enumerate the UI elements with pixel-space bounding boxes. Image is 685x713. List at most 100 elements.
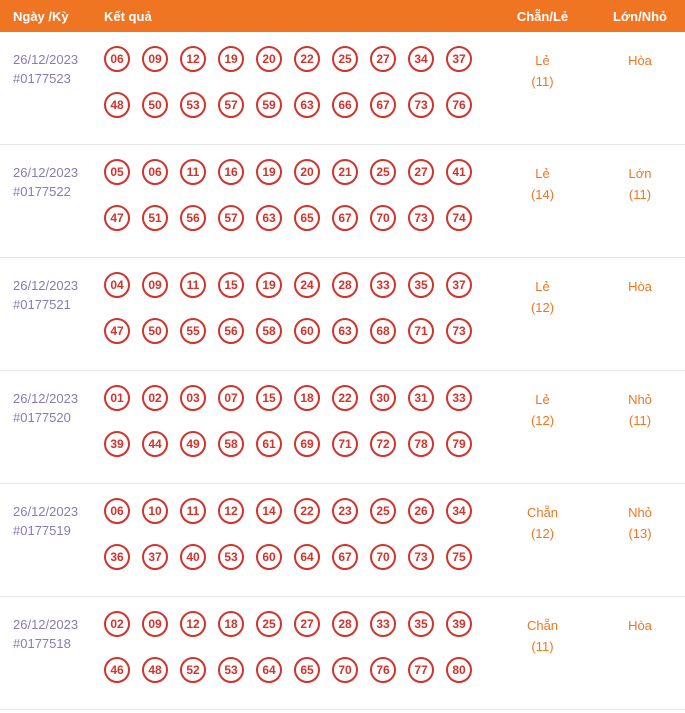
number-line: 02 09 12 18 25 27 28 33 35 39 <box>104 611 490 637</box>
even-odd-value: Lẻ (12) <box>490 385 595 473</box>
header-date-column: Ngày /Kỳ <box>13 8 69 24</box>
even-odd-value: Chẵn (12) <box>490 498 595 586</box>
number-ball: 18 <box>294 385 320 411</box>
even-odd-count: (11) <box>531 639 554 654</box>
number-ball: 37 <box>142 544 168 570</box>
number-ball: 58 <box>218 431 244 457</box>
number-ball: 63 <box>332 318 358 344</box>
number-ball: 40 <box>180 544 206 570</box>
number-line: 47 51 56 57 63 65 67 70 73 74 <box>104 205 490 231</box>
number-ball: 48 <box>104 92 130 118</box>
even-odd-label: Lẻ <box>535 166 550 181</box>
number-ball: 50 <box>142 92 168 118</box>
number-ball: 31 <box>408 385 434 411</box>
header-even-odd-column: Chẵn/Lẻ <box>516 8 569 24</box>
number-ball: 47 <box>104 205 130 231</box>
draw-date-period: 26/12/2023 #0177522 <box>0 159 90 247</box>
number-line: 01 02 03 07 15 18 22 30 31 33 <box>104 385 490 411</box>
number-ball: 44 <box>142 431 168 457</box>
number-ball: 04 <box>104 272 130 298</box>
results-rows: 26/12/2023 #0177523 06 09 12 19 20 22 25 27 34 37 48… <box>0 32 685 710</box>
draw-id: #0177523 <box>13 71 71 86</box>
number-ball: 37 <box>446 272 472 298</box>
number-ball: 50 <box>142 318 168 344</box>
even-odd-label: Lẻ <box>535 279 550 294</box>
number-ball: 60 <box>256 544 282 570</box>
number-line: 06 09 12 19 20 22 25 27 34 37 <box>104 46 490 72</box>
big-small-label: Nhỏ <box>628 505 652 520</box>
draw-date: 26/12/2023 <box>13 165 79 180</box>
result-row: 26/12/2023 #0177518 02 09 12 18 25 27 28 33 35 39 46… <box>0 597 685 710</box>
number-ball: 14 <box>256 498 282 524</box>
number-ball: 06 <box>104 46 130 72</box>
even-odd-count: (12) <box>530 526 555 541</box>
draw-date-period: 26/12/2023 #0177519 <box>0 498 90 586</box>
number-ball: 19 <box>218 46 244 72</box>
number-ball: 41 <box>446 159 472 185</box>
number-ball: 33 <box>370 272 396 298</box>
number-ball: 30 <box>370 385 396 411</box>
result-numbers: 05 06 11 16 19 20 21 25 27 41 47 51 56 57 63 65 67 70 73 74 <box>90 159 490 247</box>
draw-id: #0177521 <box>13 297 71 312</box>
number-ball: 53 <box>218 657 244 683</box>
number-ball: 11 <box>180 159 206 185</box>
number-ball: 25 <box>256 611 282 637</box>
number-ball: 15 <box>218 272 244 298</box>
number-ball: 35 <box>408 611 434 637</box>
number-ball: 69 <box>294 431 320 457</box>
number-ball: 03 <box>180 385 206 411</box>
draw-date: 26/12/2023 <box>13 504 79 519</box>
even-odd-label: Chẵn <box>526 505 559 520</box>
number-ball: 75 <box>446 544 472 570</box>
number-ball: 78 <box>408 431 434 457</box>
number-ball: 33 <box>370 611 396 637</box>
number-ball: 22 <box>332 385 358 411</box>
number-ball: 60 <box>294 318 320 344</box>
big-small-label: Lớn <box>628 166 652 181</box>
number-ball: 24 <box>294 272 320 298</box>
draw-date: 26/12/2023 <box>13 617 79 632</box>
number-ball: 21 <box>332 159 358 185</box>
number-ball: 11 <box>180 272 206 298</box>
even-odd-label: Chẵn <box>526 618 559 633</box>
big-small-label: Hòa <box>628 53 652 68</box>
number-ball: 73 <box>446 318 472 344</box>
number-ball: 65 <box>294 657 320 683</box>
number-ball: 19 <box>256 159 282 185</box>
big-small-label: Hòa <box>628 279 652 294</box>
number-ball: 73 <box>408 205 434 231</box>
draw-id: #0177522 <box>13 184 71 199</box>
number-ball: 39 <box>104 431 130 457</box>
draw-id: #0177519 <box>13 523 71 538</box>
draw-date-period: 26/12/2023 #0177520 <box>0 385 90 473</box>
table-header: Ngày /Kỳ Kết quả Chẵn/Lẻ Lớn/Nhỏ <box>0 0 685 32</box>
draw-id: #0177518 <box>13 636 71 651</box>
number-ball: 36 <box>104 544 130 570</box>
number-ball: 10 <box>142 498 168 524</box>
number-ball: 09 <box>142 272 168 298</box>
number-ball: 05 <box>104 159 130 185</box>
number-ball: 72 <box>370 431 396 457</box>
number-ball: 28 <box>332 611 358 637</box>
draw-date: 26/12/2023 <box>13 278 79 293</box>
number-ball: 71 <box>332 431 358 457</box>
header-big-small-column: Lớn/Nhỏ <box>612 8 667 24</box>
big-small-label: Nhỏ <box>628 392 652 407</box>
number-ball: 70 <box>370 544 396 570</box>
number-line: 39 44 49 58 61 69 71 72 78 79 <box>104 431 490 457</box>
result-numbers: 04 09 11 15 19 24 28 33 35 37 47 50 55 56 58 60 63 68 71 73 <box>90 272 490 360</box>
even-odd-count: (12) <box>530 413 555 428</box>
number-ball: 09 <box>142 611 168 637</box>
big-small-count: (11) <box>628 413 652 428</box>
number-ball: 58 <box>256 318 282 344</box>
number-ball: 67 <box>370 92 396 118</box>
number-ball: 12 <box>218 498 244 524</box>
number-ball: 68 <box>370 318 396 344</box>
number-ball: 25 <box>370 159 396 185</box>
number-ball: 73 <box>408 544 434 570</box>
number-ball: 56 <box>180 205 206 231</box>
number-ball: 34 <box>446 498 472 524</box>
number-line: 47 50 55 56 58 60 63 68 71 73 <box>104 318 490 344</box>
number-ball: 70 <box>370 205 396 231</box>
number-ball: 28 <box>332 272 358 298</box>
